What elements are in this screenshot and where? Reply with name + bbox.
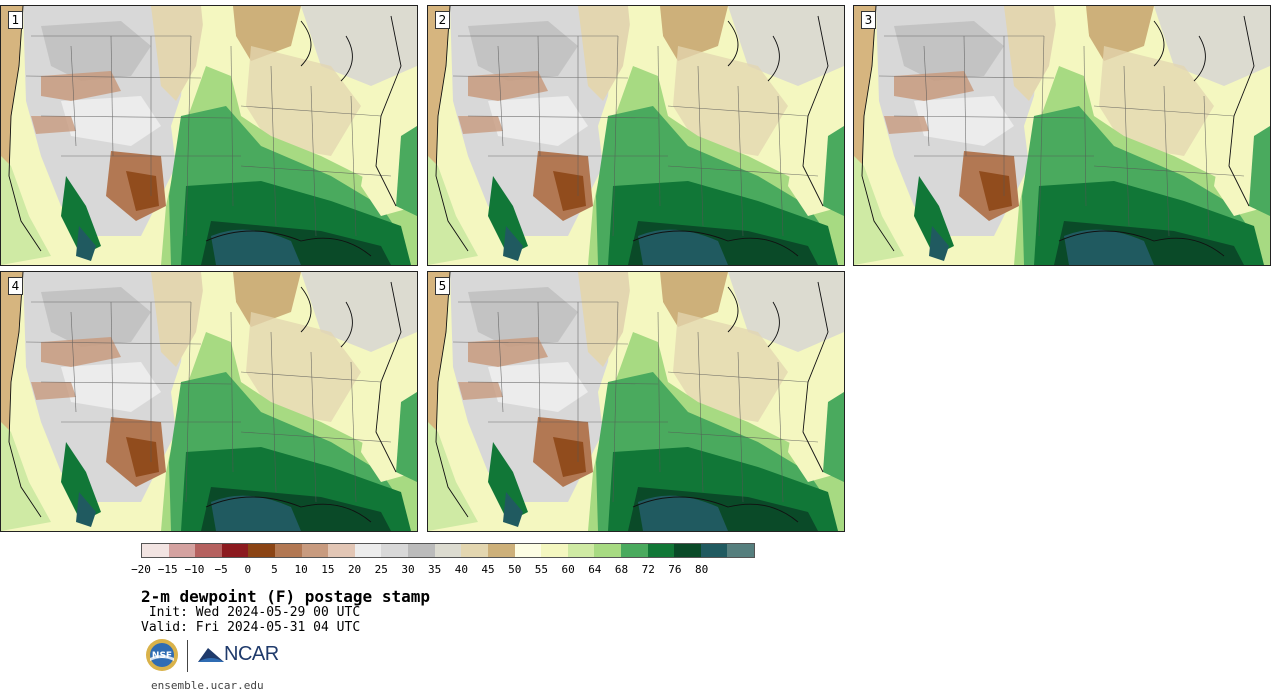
colorbar-swatch	[674, 544, 701, 557]
colorbar-swatch	[301, 544, 329, 557]
colorbar-tick-label: −10	[184, 563, 205, 576]
logo-divider	[187, 640, 188, 672]
colorbar-swatch	[354, 544, 382, 557]
colorbar-tick-label: 60	[561, 563, 575, 576]
chart-title: 2-m dewpoint (F) postage stamp	[141, 587, 430, 606]
colorbar-tick-label: 20	[347, 563, 362, 576]
colorbar-tick-label: 0	[244, 563, 252, 576]
colorbar-tick-label: 15	[321, 563, 335, 576]
dewpoint-map-3	[854, 6, 1270, 265]
colorbar-tick-label: −20	[131, 563, 151, 576]
ncar-logo-text: NCAR	[224, 643, 279, 665]
colorbar-swatch	[487, 544, 515, 557]
logos: NSF NCAR	[145, 638, 279, 676]
colorbar-tick-label: 76	[668, 563, 682, 576]
colorbar-swatch	[328, 544, 355, 557]
panel-number: 4	[8, 277, 23, 295]
colorbar-tick-label: 30	[401, 563, 415, 576]
valid-time: Valid: Fri 2024-05-31 04 UTC	[141, 620, 361, 635]
colorbar-swatch	[700, 544, 728, 557]
colorbar-tick-label: 80	[694, 563, 709, 576]
colorbar-tick-label: −5	[214, 563, 228, 576]
ncar-logo-mark	[198, 648, 224, 662]
colorbar-tick-label: 64	[588, 563, 602, 576]
panel-number: 2	[435, 11, 450, 29]
colorbar-swatch	[408, 544, 435, 557]
nsf-logo: NSF	[146, 639, 178, 671]
map-panel-1: 1	[0, 5, 418, 266]
colorbar-swatch	[647, 544, 675, 557]
panel-number: 3	[861, 11, 876, 29]
init-time: Init: Wed 2024-05-29 00 UTC	[141, 605, 361, 620]
colorbar-tick-label: 10	[294, 563, 308, 576]
colorbar: −20 −15 −10 −5 0 5 10 15 20 25 30 35 40 45 50 55 60 64 68 7…	[131, 543, 756, 576]
colorbar-tick-label: 5	[271, 563, 278, 576]
colorbar-swatch	[142, 544, 169, 557]
colorbar-swatch	[541, 544, 568, 557]
panel-number: 1	[8, 11, 23, 29]
colorbar-gradient	[141, 543, 755, 558]
colorbar-swatch	[620, 544, 648, 557]
colorbar-tick-label: 35	[428, 563, 442, 576]
colorbar-tick-label: 68	[614, 563, 629, 576]
map-panel-2: 2	[427, 5, 845, 266]
nsf-logo-text: NSF	[152, 651, 172, 661]
dewpoint-map-4	[1, 272, 417, 531]
colorbar-swatch	[567, 544, 595, 557]
panel-number: 5	[435, 277, 450, 295]
colorbar-swatch	[514, 544, 542, 557]
colorbar-swatch	[195, 544, 222, 557]
colorbar-tick-label: 72	[641, 563, 655, 576]
colorbar-swatch	[727, 544, 755, 557]
dewpoint-map-5	[428, 272, 844, 531]
colorbar-swatch	[434, 544, 462, 557]
colorbar-swatch	[275, 544, 302, 557]
map-panel-4: 4	[0, 271, 418, 532]
colorbar-tick-label: 55	[534, 563, 549, 576]
colorbar-tick-label: 45	[481, 563, 495, 576]
map-panel-3: 3	[853, 5, 1271, 266]
colorbar-tick-label: 50	[508, 563, 522, 576]
colorbar-swatch	[168, 544, 196, 557]
colorbar-swatch	[461, 544, 488, 557]
dewpoint-map-1	[1, 6, 417, 265]
colorbar-tick-label: 40	[454, 563, 468, 576]
colorbar-tick-label: 25	[374, 563, 388, 576]
map-panel-5: 5	[427, 271, 845, 532]
colorbar-swatch	[248, 544, 276, 557]
website-link[interactable]: ensemble.ucar.edu	[151, 679, 264, 692]
colorbar-swatch	[221, 544, 249, 557]
colorbar-tick-label: −15	[157, 563, 178, 576]
colorbar-swatch	[381, 544, 409, 557]
colorbar-swatch	[594, 544, 621, 557]
dewpoint-map-2	[428, 6, 844, 265]
